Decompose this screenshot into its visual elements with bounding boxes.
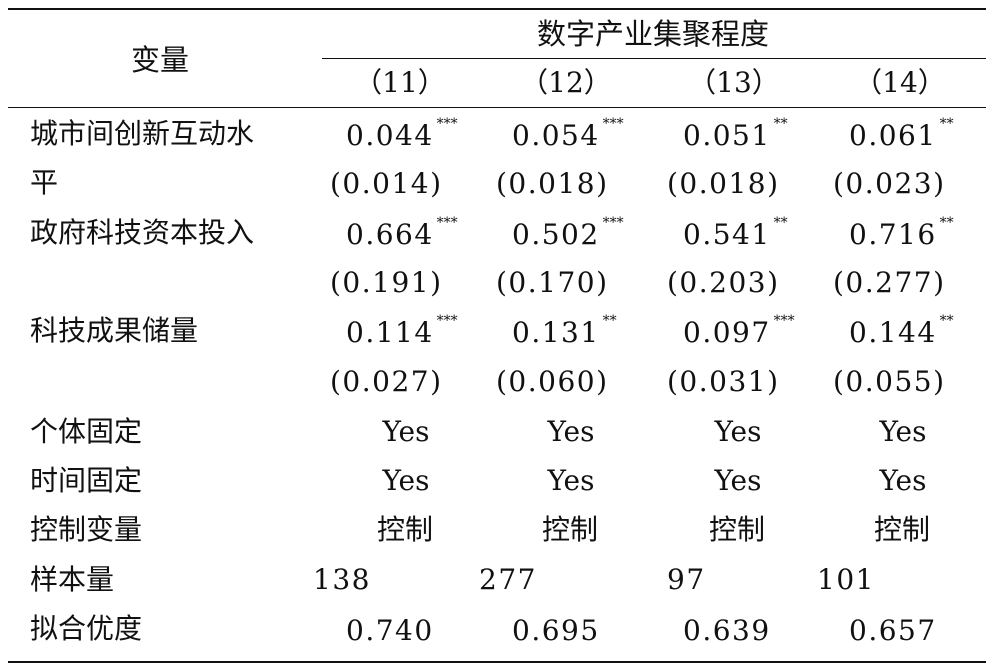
se-cell: (0.027) (330, 365, 443, 398)
value-cell: Yes (382, 464, 430, 497)
value-cell: 控制 (541, 513, 599, 546)
coef-cell: 0.131 ** (512, 313, 617, 349)
value-cell: 97 (667, 563, 706, 596)
value-cell: 0.695 (512, 614, 600, 647)
significance-stars: *** (436, 313, 458, 329)
significance-stars: ** (939, 116, 954, 132)
value-cell: Yes (879, 415, 927, 448)
coef-cell: 0.664 *** (346, 215, 458, 251)
column-header-13: （13） (688, 66, 780, 99)
header-rule (8, 107, 986, 108)
coef-cell: 0.061 ** (849, 116, 954, 152)
significance-stars: ** (939, 215, 954, 231)
coef-cell: 0.502 *** (512, 215, 624, 251)
group-header: 数字产业集聚程度 (536, 17, 770, 51)
row-label: 科技成果储量 (30, 314, 199, 347)
row-label-controls: 控制变量 (30, 513, 143, 546)
coef-cell: 0.144 ** (849, 313, 954, 349)
significance-stars: ** (939, 313, 954, 329)
value-cell: Yes (547, 464, 595, 497)
coef-cell: 0.054 *** (512, 116, 624, 152)
significance-stars: ** (602, 313, 617, 329)
se-cell: (0.203) (667, 266, 780, 299)
se-cell: (0.014) (330, 167, 443, 200)
row-label-continued: 平 (30, 166, 59, 199)
value-cell: Yes (714, 464, 762, 497)
significance-stars: *** (602, 116, 624, 132)
se-cell: (0.023) (833, 167, 946, 200)
se-cell: (0.060) (496, 365, 609, 398)
se-cell: (0.055) (833, 365, 946, 398)
bottom-rule (8, 661, 986, 663)
column-header-14: （14） (854, 66, 946, 99)
row-label-individual-fixed: 个体固定 (30, 415, 143, 448)
row-label: 城市间创新互动水 (30, 117, 255, 150)
group-underline (322, 58, 986, 59)
row-label-sample-size: 样本量 (30, 563, 115, 596)
value-cell: 0.740 (346, 614, 434, 647)
value-cell: 0.657 (849, 614, 937, 647)
value-cell: 控制 (376, 513, 434, 546)
value-cell: 101 (817, 563, 875, 596)
se-cell: (0.018) (667, 167, 780, 200)
se-cell: (0.191) (330, 266, 443, 299)
value-cell: Yes (547, 415, 595, 448)
significance-stars: *** (602, 215, 624, 231)
significance-stars: ** (773, 215, 788, 231)
row-label-goodness-of-fit: 拟合优度 (30, 612, 143, 645)
coef-cell: 0.541 ** (683, 215, 788, 251)
value-cell: Yes (879, 464, 927, 497)
variable-header: 变量 (131, 43, 190, 77)
se-cell: (0.277) (833, 266, 946, 299)
value-cell: Yes (714, 415, 762, 448)
value-cell: 控制 (873, 513, 931, 546)
se-cell: (0.018) (496, 167, 609, 200)
significance-stars: *** (436, 116, 458, 132)
column-header-12: （12） (520, 66, 612, 99)
value-cell: 277 (479, 563, 537, 596)
value-cell: Yes (382, 415, 430, 448)
coef-cell: 0.097 *** (683, 313, 795, 349)
value-cell: 控制 (708, 513, 766, 546)
coef-cell: 0.716 ** (849, 215, 954, 251)
se-cell: (0.031) (667, 365, 780, 398)
significance-stars: *** (436, 215, 458, 231)
significance-stars: *** (773, 313, 795, 329)
top-rule (8, 8, 986, 10)
coef-cell: 0.114 *** (346, 313, 458, 349)
value-cell: 0.639 (683, 614, 771, 647)
row-label-time-fixed: 时间固定 (30, 464, 143, 497)
value-cell: 138 (313, 563, 371, 596)
se-cell: (0.170) (496, 266, 609, 299)
coef-cell: 0.051 ** (683, 116, 788, 152)
row-label: 政府科技资本投入 (30, 216, 255, 249)
coef-cell: 0.044 *** (346, 116, 458, 152)
significance-stars: ** (773, 116, 788, 132)
column-header-11: （11） (354, 66, 446, 99)
